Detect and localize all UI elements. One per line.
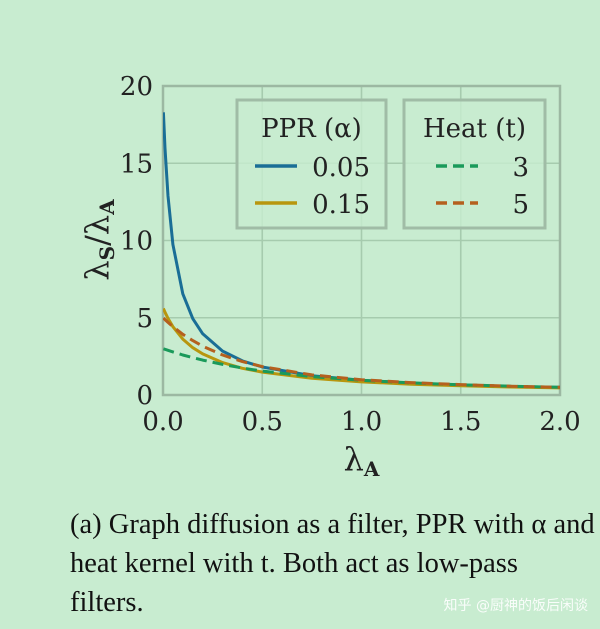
x-tick-label: 2.0 xyxy=(539,407,580,437)
legend-box xyxy=(235,98,388,230)
y-tick-label: 10 xyxy=(120,227,153,257)
y-tick-label: 5 xyxy=(136,304,153,334)
legend-label: 3 xyxy=(512,153,529,183)
series-line-heat-3 xyxy=(163,347,560,389)
x-tick-label: 1.0 xyxy=(341,407,382,437)
x-tick-label: 0.0 xyxy=(142,407,183,437)
x-tick-label: 1.5 xyxy=(440,407,481,437)
legend-box xyxy=(402,98,547,230)
plot-frame xyxy=(161,84,562,397)
series-line-heat-5 xyxy=(163,317,560,389)
legend-title: PPR (α) xyxy=(261,114,362,144)
figure-caption: (a) Graph diffusion as a filter, PPR wit… xyxy=(70,509,595,618)
chart: 0.0 0.5 1.0 1.5 2.0 0 5 10 15 20 λA λS/λA PPR (α) 0.0… xyxy=(78,72,581,481)
x-tick-label: 0.5 xyxy=(242,407,283,437)
y-tick-label: 15 xyxy=(120,149,153,179)
legend-title: Heat (t) xyxy=(423,114,526,144)
y-tick-label: 0 xyxy=(136,381,153,411)
legend-label: 0.05 xyxy=(312,153,370,183)
legend-label: 5 xyxy=(512,190,529,220)
legend-label: 0.15 xyxy=(312,190,370,220)
watermark: 知乎 @厨神的饭后闲谈 xyxy=(443,598,588,614)
y-axis-label: λS/λA xyxy=(78,199,119,281)
y-tick-label: 20 xyxy=(120,72,153,102)
x-axis-label: λA xyxy=(344,440,380,481)
